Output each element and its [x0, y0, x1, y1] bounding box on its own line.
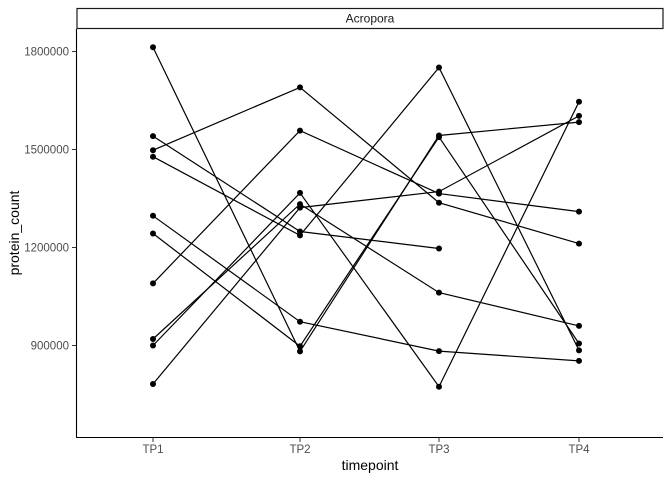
data-point [436, 64, 442, 71]
data-point [297, 84, 303, 91]
data-point [150, 133, 156, 140]
series-4 [150, 64, 582, 354]
data-point [297, 318, 303, 325]
series-line [152, 101, 580, 388]
data-point [297, 348, 303, 355]
data-point [576, 340, 582, 347]
data-point [150, 212, 156, 219]
facet-label: Acropora [346, 12, 395, 26]
series-line [152, 47, 580, 353]
data-point [436, 289, 442, 296]
data-point [297, 204, 303, 211]
data-point [150, 147, 156, 154]
series-layer [150, 44, 582, 390]
series-2 [150, 133, 442, 252]
x-tick-label: TP4 [568, 444, 590, 456]
data-point [436, 199, 442, 206]
series-1 [150, 44, 582, 355]
series-10 [150, 112, 582, 387]
series-line [152, 66, 580, 351]
x-tick-label: TP2 [289, 444, 310, 456]
data-point [150, 342, 156, 349]
data-point [297, 189, 303, 196]
x-tick-label: TP3 [428, 444, 449, 456]
data-point [576, 98, 582, 105]
data-point [436, 188, 442, 195]
series-8 [150, 201, 582, 342]
x-ticks: TP1 TP2 TP3 TP4 [142, 437, 590, 456]
facet-strip-box [76, 7, 664, 30]
data-point [576, 112, 582, 119]
data-point [150, 44, 156, 51]
data-point [576, 357, 582, 364]
y-tick-label: 1200000 [24, 243, 69, 255]
data-point [576, 240, 582, 247]
series-6 [150, 134, 582, 350]
series-7 [150, 127, 582, 287]
series-line [152, 115, 580, 385]
plot-area: 900000 1200000 1500000 1800000 TP1 TP2 TP3 TP4 [24, 29, 663, 456]
y-tick-label: 1500000 [24, 145, 69, 157]
y-tick-label: 900000 [31, 341, 69, 353]
data-point [436, 383, 442, 390]
x-axis-title: timepoint [342, 457, 399, 473]
series-line [152, 203, 580, 340]
y-ticks: 900000 1200000 1500000 1800000 [24, 47, 77, 353]
x-tick-label: TP1 [142, 444, 163, 456]
data-point [576, 322, 582, 329]
data-point [150, 381, 156, 387]
series-line [152, 86, 580, 245]
data-point [436, 348, 442, 355]
data-point [436, 245, 442, 252]
data-point [576, 347, 582, 354]
data-point [297, 232, 303, 239]
y-axis-title: protein_count [6, 190, 22, 275]
data-point [297, 343, 303, 350]
data-point [297, 127, 303, 134]
y-tick-label: 1800000 [24, 47, 69, 59]
data-point [150, 230, 156, 237]
series-3 [150, 84, 582, 247]
data-point [576, 119, 582, 126]
series-line [152, 215, 580, 362]
series-9 [150, 98, 582, 390]
data-point [576, 208, 582, 215]
data-point [150, 336, 156, 342]
data-point [150, 280, 156, 287]
data-point [436, 134, 442, 141]
series-line [152, 129, 580, 284]
series-line [152, 135, 440, 250]
series-5 [150, 212, 582, 364]
series-line [152, 136, 580, 348]
facet-strip: Acropora [76, 7, 664, 30]
data-point [150, 153, 156, 160]
